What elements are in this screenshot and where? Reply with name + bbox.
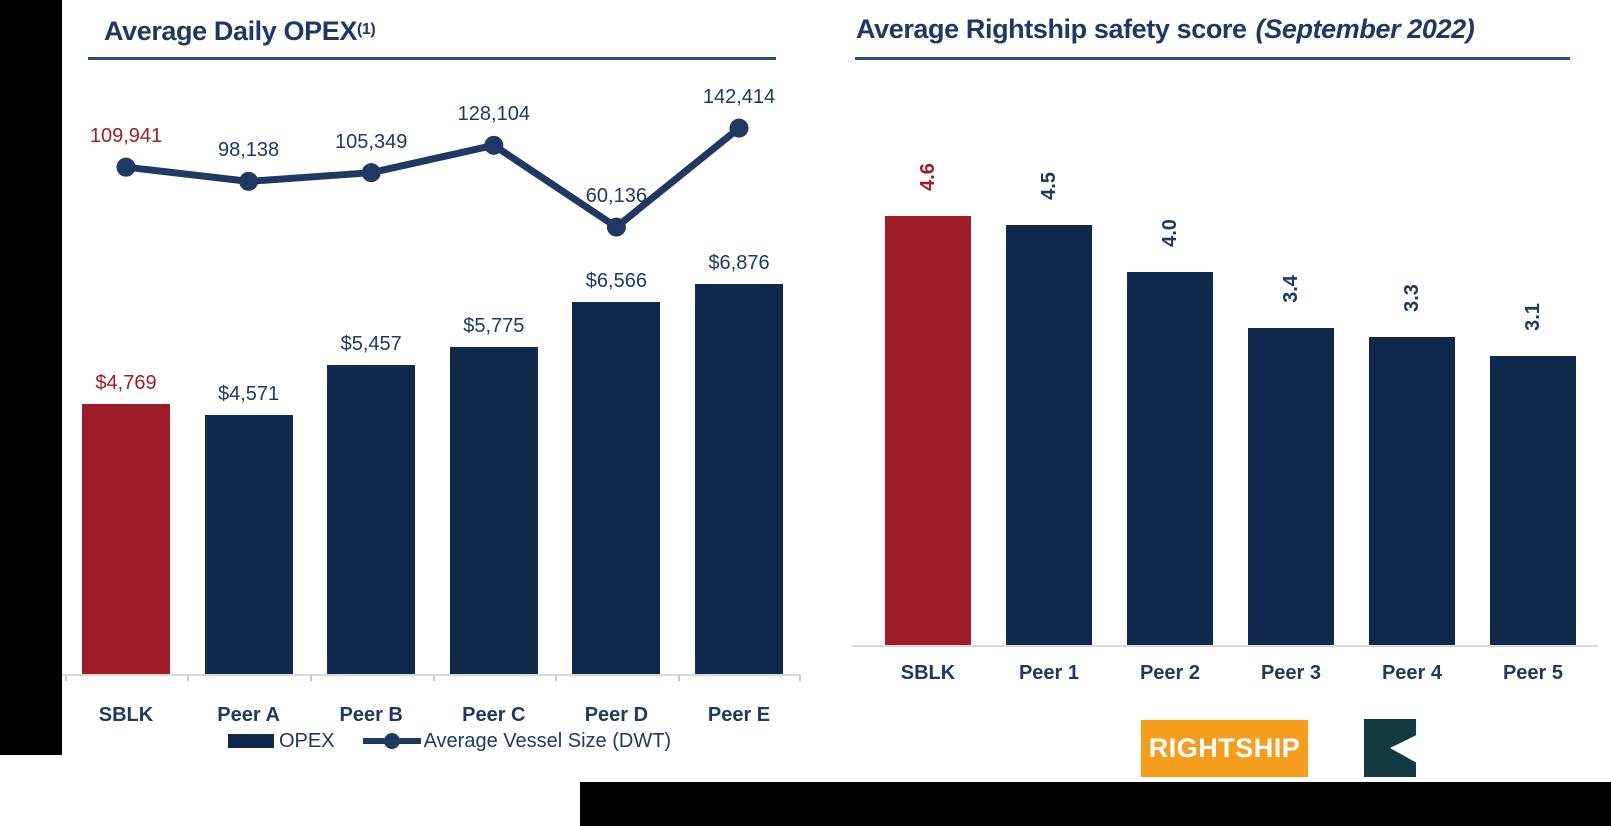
safety-bar-highlight bbox=[885, 215, 971, 645]
opex-bar-value-label: $5,775 bbox=[463, 314, 525, 337]
vessel-size-point-label: 60,136 bbox=[585, 185, 647, 208]
opex-bar-value-label: $4,571 bbox=[218, 383, 280, 406]
safety-x-axis-line bbox=[852, 645, 1598, 647]
safety-category-label: Peer 4 bbox=[1381, 662, 1443, 684]
safety-category-label: Peer 2 bbox=[1139, 662, 1201, 684]
opex-bar bbox=[204, 415, 293, 675]
safety-bar-value-label: 4.0 bbox=[1159, 218, 1181, 247]
opex-axis-tick bbox=[309, 675, 312, 681]
opex-title-underline bbox=[88, 57, 776, 60]
opex-axis-tick bbox=[555, 675, 558, 681]
safety-category-label: Peer 5 bbox=[1502, 662, 1564, 684]
opex-legend: OPEX Average Vessel Size (DWT) bbox=[228, 729, 671, 753]
safety-category-label: SBLK bbox=[900, 662, 956, 684]
safety-bar bbox=[1127, 271, 1213, 645]
opex-bar-value-label: $5,457 bbox=[340, 333, 402, 356]
opex-bar-value-label: $6,876 bbox=[708, 252, 770, 275]
safety-bar bbox=[1490, 355, 1576, 645]
bottom-black-strip bbox=[580, 782, 1611, 826]
opex-chart-title: Average Daily OPEX(1) bbox=[104, 16, 376, 47]
opex-category-label: Peer E bbox=[707, 704, 771, 726]
safety-bar-value-label: 4.6 bbox=[917, 162, 939, 191]
opex-category-label: SBLK bbox=[98, 704, 154, 726]
opex-x-axis-line bbox=[62, 674, 800, 676]
vessel-size-point-label: 105,349 bbox=[335, 130, 408, 153]
safety-bar-value-label: 4.5 bbox=[1038, 172, 1060, 201]
safety-bar bbox=[1248, 327, 1334, 645]
safety-title-date: (September 2022) bbox=[1255, 14, 1475, 44]
opex-category-label: Peer A bbox=[217, 704, 280, 726]
safety-bar-value-label: 3.4 bbox=[1280, 274, 1302, 303]
vessel-size-point-label: 98,138 bbox=[218, 139, 280, 162]
opex-bar-value-label: $6,566 bbox=[585, 270, 647, 293]
vessel-size-point-label: 109,941 bbox=[89, 125, 163, 148]
opex-axis-tick bbox=[677, 675, 680, 681]
opex-axis-tick bbox=[799, 675, 801, 681]
opex-axis-tick bbox=[187, 675, 190, 681]
safety-chart-title: Average Rightship safety score (September… bbox=[856, 14, 1475, 45]
opex-bar-highlight bbox=[82, 404, 170, 675]
opex-bar bbox=[449, 346, 538, 675]
vessel-size-point-label: 128,104 bbox=[457, 103, 530, 126]
safety-bar bbox=[1006, 225, 1092, 645]
legend-opex-label: OPEX bbox=[279, 729, 335, 752]
opex-bar-value-label: $4,769 bbox=[95, 372, 157, 395]
safety-bar bbox=[1369, 337, 1455, 645]
opex-axis-tick bbox=[432, 675, 435, 681]
safety-title-underline bbox=[855, 57, 1570, 60]
opex-category-label: Peer C bbox=[462, 704, 526, 726]
legend-vessel-size-label: Average Vessel Size (DWT) bbox=[423, 729, 672, 752]
legend-line-marker-icon bbox=[362, 733, 421, 749]
rightship-logo-text: RIGHTSHIP bbox=[1148, 733, 1301, 763]
opex-axis-tick bbox=[65, 675, 67, 681]
opex-bar bbox=[572, 302, 661, 675]
opex-title-footnote-marker: (1) bbox=[356, 21, 376, 38]
opex-category-label: Peer B bbox=[339, 704, 403, 726]
left-black-strip bbox=[0, 0, 62, 755]
rightship-logo: RIGHTSHIP bbox=[1141, 720, 1308, 777]
safety-bar-value-label: 3.1 bbox=[1522, 302, 1544, 331]
star-bulk-flag-icon bbox=[1364, 719, 1416, 777]
opex-bar bbox=[695, 284, 783, 675]
legend-bar-swatch-icon bbox=[228, 734, 274, 748]
safety-category-label: Peer 3 bbox=[1260, 662, 1322, 684]
safety-title-text: Average Rightship safety score bbox=[856, 14, 1247, 44]
vessel-size-point-label: 142,414 bbox=[702, 86, 776, 109]
legend-line-dot bbox=[383, 733, 400, 749]
safety-category-label: Peer 1 bbox=[1018, 662, 1080, 684]
safety-bar-value-label: 3.3 bbox=[1401, 284, 1423, 313]
opex-bar bbox=[327, 365, 416, 675]
opex-category-label: Peer D bbox=[584, 704, 649, 726]
opex-title-text: Average Daily OPEX bbox=[104, 16, 357, 46]
